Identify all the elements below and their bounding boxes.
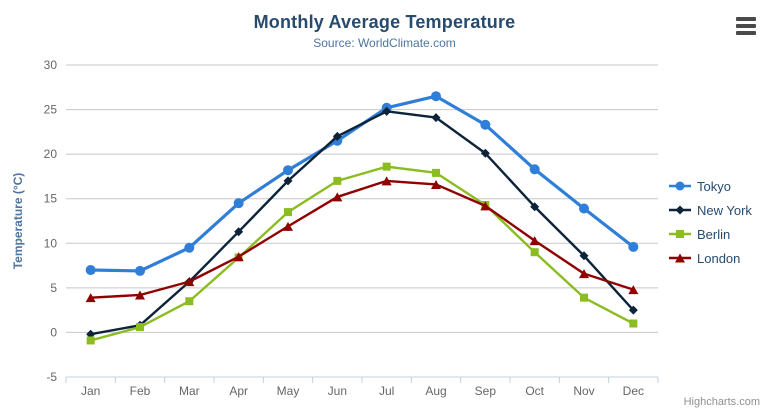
y-axis-label: 20 (44, 147, 58, 161)
point-london-sep[interactable] (480, 201, 491, 211)
point-tokyo-dec[interactable] (628, 241, 639, 252)
legend-label: Tokyo (697, 178, 731, 194)
series-tokyo (85, 91, 639, 276)
series-line-berlin (89, 165, 635, 342)
diamond-icon[interactable] (675, 205, 685, 215)
legend-marker-new-york (669, 205, 691, 215)
x-axis-label: Oct (525, 384, 544, 398)
chart-subtitle: Source: WorldClimate.com (313, 36, 456, 50)
point-new-york-dec[interactable] (628, 305, 638, 315)
legend-label: New York (697, 202, 752, 218)
y-axis-label: 10 (44, 236, 58, 250)
point-london-may[interactable] (283, 221, 293, 231)
y-axis-label: -5 (46, 370, 57, 384)
x-axis-label: May (277, 384, 300, 398)
x-axis-labels: Jan Feb Mar Apr May Jun Jul Aug Sep Oct Nov Dec (81, 384, 644, 398)
point-tokyo-nov[interactable] (579, 203, 589, 214)
point-london-jan[interactable] (85, 293, 96, 303)
legend-item-tokyo[interactable]: Tokyo (668, 174, 752, 198)
x-axis-label: Mar (179, 384, 200, 398)
x-axis-label: Apr (229, 384, 248, 398)
circle-icon[interactable] (675, 181, 685, 191)
point-berlin-may[interactable] (284, 208, 292, 217)
x-axis-label: Jun (328, 384, 347, 398)
point-london-jul[interactable] (381, 176, 392, 186)
point-new-york-sep[interactable] (480, 148, 490, 158)
legend-item-london[interactable]: London (668, 246, 752, 270)
point-tokyo-mar[interactable] (184, 242, 195, 253)
point-london-feb[interactable] (135, 290, 145, 300)
highcharts-credit[interactable]: Highcharts.com (683, 396, 760, 408)
point-tokyo-jan[interactable] (85, 265, 96, 276)
point-london-nov[interactable] (579, 269, 589, 279)
series-line-new-york (89, 110, 635, 336)
legend-item-new-york[interactable]: New York (668, 198, 752, 222)
x-axis-label: Feb (130, 384, 151, 398)
x-axis-label: Dec (623, 384, 644, 398)
point-berlin-mar[interactable] (185, 297, 194, 306)
point-berlin-jun[interactable] (333, 176, 342, 185)
point-london-oct[interactable] (529, 236, 540, 246)
point-tokyo-feb[interactable] (135, 265, 145, 276)
y-axis-label: 0 (50, 325, 57, 339)
point-berlin-nov[interactable] (580, 293, 588, 302)
point-tokyo-oct[interactable] (529, 164, 540, 175)
series-london (85, 176, 639, 303)
legend-item-berlin[interactable]: Berlin (668, 222, 752, 246)
hamburger-icon (736, 24, 756, 28)
y-axis-label: 5 (50, 281, 57, 295)
point-london-jun[interactable] (332, 192, 343, 202)
point-new-york-may[interactable] (283, 176, 293, 186)
y-axis-label: 25 (44, 103, 58, 117)
context-menu-button[interactable] (733, 13, 759, 39)
point-berlin-feb[interactable] (136, 323, 144, 332)
hamburger-icon (736, 17, 756, 21)
point-berlin-jul[interactable] (382, 162, 391, 171)
x-axis-label: Jul (379, 384, 394, 398)
point-tokyo-sep[interactable] (480, 119, 491, 130)
point-berlin-oct[interactable] (530, 248, 539, 257)
triangle-icon[interactable] (675, 253, 685, 263)
point-new-york-oct[interactable] (530, 202, 540, 212)
x-axis-label: Nov (573, 384, 594, 398)
legend-marker-berlin (669, 230, 691, 238)
legend: Tokyo New York Berlin London (668, 174, 752, 270)
x-axis-label: Jan (81, 384, 100, 398)
y-axis-labels: -5 0 5 10 15 20 25 30 (44, 58, 58, 384)
y-axis-title: Temperature (°C) (11, 173, 25, 270)
square-icon[interactable] (676, 230, 684, 238)
point-tokyo-apr[interactable] (233, 198, 244, 209)
point-berlin-dec[interactable] (629, 319, 638, 328)
hamburger-icon (736, 31, 756, 35)
point-london-aug[interactable] (431, 179, 441, 189)
y-axis-label: 30 (44, 58, 58, 72)
legend-label: London (697, 250, 741, 266)
chart-title: Monthly Average Temperature (253, 12, 516, 32)
point-berlin-jan[interactable] (86, 336, 95, 345)
series-new-york (86, 106, 638, 339)
point-new-york-nov[interactable] (579, 251, 589, 261)
point-tokyo-aug[interactable] (431, 91, 441, 102)
series-line-tokyo (89, 94, 635, 273)
point-new-york-jul[interactable] (382, 106, 392, 116)
point-london-mar[interactable] (184, 277, 195, 287)
x-axis (65, 376, 659, 383)
series-line-london (89, 179, 635, 299)
point-new-york-apr[interactable] (234, 227, 244, 237)
x-axis-label: Sep (475, 384, 497, 398)
point-london-apr[interactable] (233, 252, 244, 262)
legend-marker-tokyo (669, 181, 691, 191)
y-axis-label: 15 (44, 192, 58, 206)
point-new-york-jun[interactable] (332, 131, 342, 141)
point-new-york-aug[interactable] (431, 113, 441, 123)
point-berlin-aug[interactable] (432, 168, 440, 177)
legend-marker-london (669, 253, 691, 263)
point-tokyo-may[interactable] (283, 165, 293, 176)
x-axis-label: Aug (425, 384, 446, 398)
point-london-dec[interactable] (628, 285, 639, 295)
legend-label: Berlin (697, 226, 731, 242)
